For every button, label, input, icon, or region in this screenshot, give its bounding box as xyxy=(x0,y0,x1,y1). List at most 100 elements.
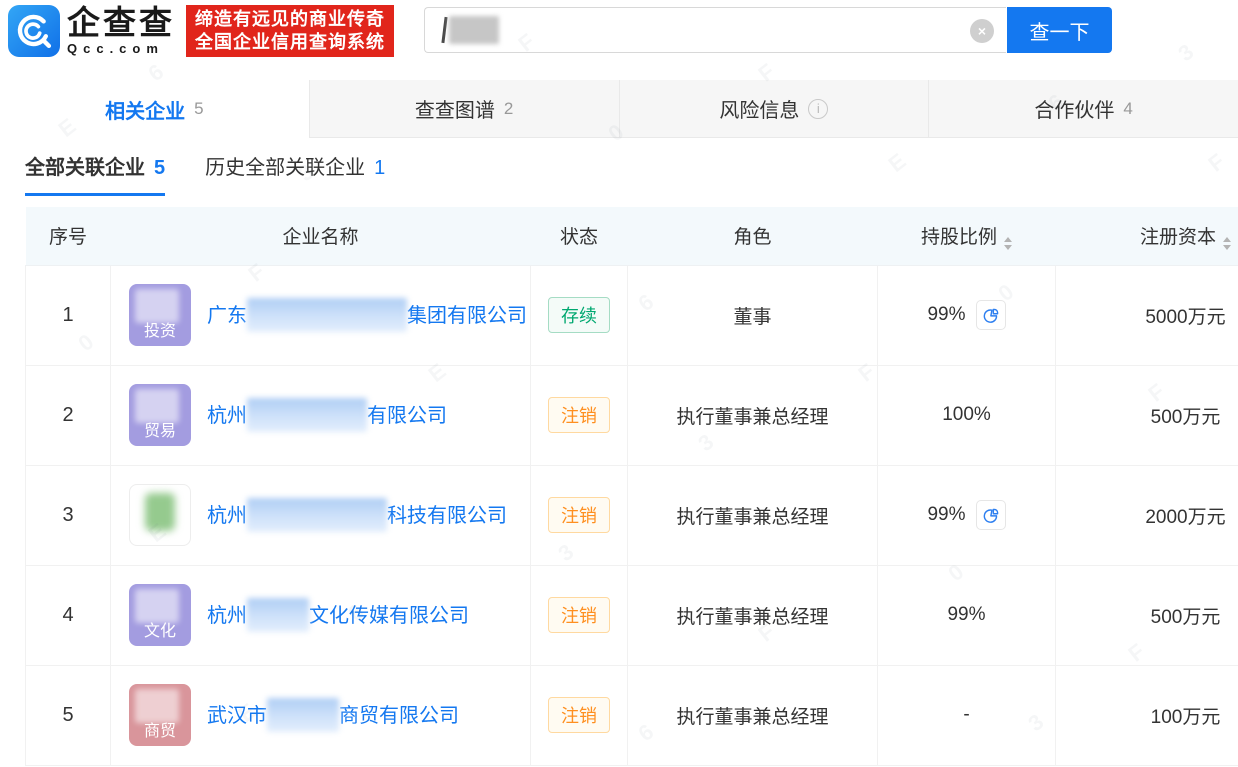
topbar: 企查查 Qcc.com 缔造有远见的商业传奇 全国企业信用查询系统 × 查一下 xyxy=(0,0,1238,80)
capital-cell: 500万元 xyxy=(1055,364,1238,466)
column-label: 持股比例 xyxy=(920,226,997,248)
logo-blurred-image xyxy=(145,493,175,531)
status-badge: 注销 xyxy=(548,697,610,733)
tab-label: 风险信息 xyxy=(719,100,800,122)
logo-blurred-image xyxy=(135,689,179,723)
slogan-line2: 全国企业信用查询系统 xyxy=(195,32,385,52)
tab-related-companies[interactable]: 相关企业 5 xyxy=(0,80,309,138)
status-badge: 存续 xyxy=(548,297,610,333)
company-name-link[interactable]: 杭州 科技有限公司 xyxy=(207,498,507,532)
column-label: 状态 xyxy=(559,227,598,249)
qcc-logo-text: 企查查 Qcc.com xyxy=(67,4,175,57)
column-header-status: 状态 xyxy=(530,207,628,266)
status-cell: 注销 xyxy=(530,664,628,766)
sort-icon xyxy=(1004,236,1012,250)
tab-label: 相关企业 xyxy=(105,100,186,123)
brand-name: 企查查 xyxy=(67,4,175,41)
share-pie-chart-button[interactable] xyxy=(975,300,1006,330)
logo-blurred-image xyxy=(135,289,179,323)
clear-search-icon[interactable]: × xyxy=(970,19,994,43)
company-logo[interactable]: 商贸 xyxy=(129,684,191,746)
share-cell: 99% xyxy=(877,264,1056,366)
status-cell: 注销 xyxy=(530,364,628,466)
share-cell: 99% xyxy=(877,564,1056,666)
tab-count: 4 xyxy=(1123,98,1133,118)
serial-cell: 1 xyxy=(25,264,111,366)
redacted-name-blur xyxy=(247,398,367,432)
column-label: 序号 xyxy=(48,227,87,249)
company-logo[interactable]: 文化 xyxy=(129,584,191,646)
status-cell: 注销 xyxy=(530,464,628,566)
capital-cell: 2000万元 xyxy=(1055,464,1238,566)
share-value: 99% xyxy=(927,504,966,525)
column-label: 企业名称 xyxy=(282,227,359,249)
role-cell: 执行董事兼总经理 xyxy=(627,564,878,666)
subtab-count: 5 xyxy=(154,157,166,179)
subtab-label: 全部关联企业 xyxy=(25,157,145,179)
share-value: 99% xyxy=(927,304,966,325)
redacted-name-blur xyxy=(247,298,407,332)
company-name-link[interactable]: 武汉市 商贸有限公司 xyxy=(207,698,459,732)
role-cell: 执行董事兼总经理 xyxy=(627,364,878,466)
company-cell: 贸易 杭州 有限公司 xyxy=(110,364,531,466)
company-logo-label: 文化 xyxy=(143,623,176,640)
subtab-all-related-companies[interactable]: 全部关联企业 5 xyxy=(25,151,166,196)
share-value: 99% xyxy=(947,604,986,625)
tab-count: 2 xyxy=(503,98,514,118)
table-header-row: 序号 企业名称 状态 角色 持股比例 注册资本 xyxy=(25,207,1238,266)
redacted-name-blur xyxy=(267,698,339,732)
logo-blurred-image xyxy=(135,389,179,423)
status-badge: 注销 xyxy=(548,397,610,433)
tab-label: 查查图谱 xyxy=(414,100,495,122)
share-pie-chart-button[interactable] xyxy=(975,500,1006,530)
company-cell: 杭州 科技有限公司 xyxy=(110,464,531,566)
share-cell: 100% xyxy=(877,364,1056,466)
company-logo[interactable]: 投资 xyxy=(129,284,191,346)
slogan-line1: 缔造有远见的商业传奇 xyxy=(195,9,385,29)
column-header-serial: 序号 xyxy=(25,207,111,266)
capital-cell: 100万元 xyxy=(1055,664,1238,766)
query-blur-block xyxy=(449,16,499,44)
column-header-company-name: 企业名称 xyxy=(110,207,531,266)
slogan-badge: 缔造有远见的商业传奇 全国企业信用查询系统 xyxy=(186,5,394,57)
share-cell: - xyxy=(877,664,1056,766)
table-row: 4 文化 杭州 文化传媒有限公司 注销 执行董事兼总经理 99% 500万元 xyxy=(25,564,1238,666)
redacted-name-blur xyxy=(247,498,387,532)
tab-qcc-graph[interactable]: 查查图谱 2 xyxy=(308,80,619,138)
role-cell: 执行董事兼总经理 xyxy=(627,664,878,766)
company-name-link[interactable]: 广东 集团有限公司 xyxy=(207,298,527,332)
company-cell: 商贸 武汉市 商贸有限公司 xyxy=(110,664,531,766)
column-label: 角色 xyxy=(733,227,772,249)
company-logo-label: 贸易 xyxy=(143,423,176,440)
column-header-role: 角色 xyxy=(627,207,878,266)
company-name-link[interactable]: 杭州 有限公司 xyxy=(207,398,447,432)
redacted-name-blur xyxy=(247,598,309,632)
serial-cell: 3 xyxy=(25,464,111,566)
table-row: 3 杭州 科技有限公司 注销 执行董事兼总经理 99% 2000万元 xyxy=(25,464,1238,566)
info-icon: i xyxy=(808,98,829,119)
redacted-query-blur xyxy=(441,16,499,44)
logo-blurred-image xyxy=(135,589,179,623)
table-row: 1 投资 广东 集团有限公司 存续 董事 99% 5000万元 xyxy=(25,264,1238,366)
company-name-link[interactable]: 杭州 文化传媒有限公司 xyxy=(207,598,469,632)
status-badge: 注销 xyxy=(548,597,610,633)
column-header-share-ratio[interactable]: 持股比例 xyxy=(877,207,1056,266)
tab-label: 合作伙伴 xyxy=(1034,100,1115,122)
tab-partners[interactable]: 合作伙伴 4 xyxy=(928,80,1238,138)
qcc-logo[interactable]: 企查查 Qcc.com xyxy=(8,5,175,57)
share-cell: 99% xyxy=(877,464,1056,566)
serial-cell: 4 xyxy=(25,564,111,666)
company-logo-label: 投资 xyxy=(143,323,176,340)
serial-cell: 2 xyxy=(25,364,111,466)
company-table-body: 1 投资 广东 集团有限公司 存续 董事 99% 5000万元 2 贸易 杭州 有限公司… xyxy=(25,264,1238,766)
share-value: - xyxy=(963,704,970,725)
company-logo[interactable] xyxy=(129,484,191,546)
search-input[interactable]: × xyxy=(424,7,1006,53)
column-label: 注册资本 xyxy=(1139,226,1216,248)
column-header-registered-capital[interactable]: 注册资本 xyxy=(1055,207,1238,266)
search-button[interactable]: 查一下 xyxy=(1007,7,1112,53)
company-logo[interactable]: 贸易 xyxy=(129,384,191,446)
tab-risk-info[interactable]: 风险信息 i xyxy=(618,80,929,138)
subtab-history-related-companies[interactable]: 历史全部关联企业 1 xyxy=(205,151,385,196)
serial-cell: 5 xyxy=(25,664,111,766)
